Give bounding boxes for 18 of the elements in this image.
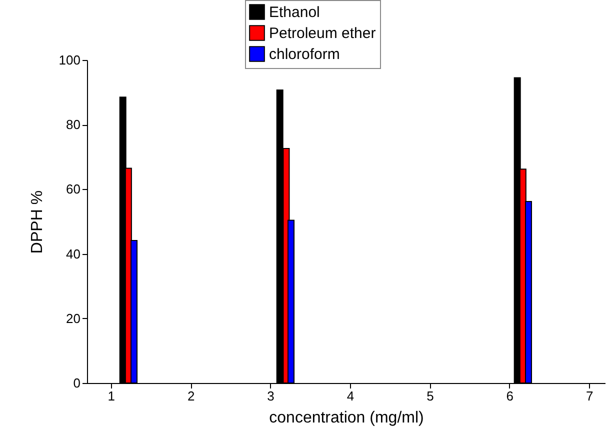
x-tick-label: 3 xyxy=(267,388,274,404)
x-tick-label: 6 xyxy=(506,388,514,404)
y-tick-label: 0 xyxy=(73,376,80,390)
y-tick-label: 40 xyxy=(66,246,80,262)
y-tick-label: 60 xyxy=(66,182,80,197)
x-tick-label: 7 xyxy=(586,388,594,404)
legend-label: Ethanol xyxy=(269,4,320,21)
y-tick-label: 100 xyxy=(58,52,80,68)
legend-label: chloroform xyxy=(269,46,340,63)
y-tick-label: 20 xyxy=(66,310,80,326)
legend-label: Petroleum ether xyxy=(269,25,376,42)
y-axis-title: DPPH % xyxy=(28,190,46,254)
y-tick-label: 80 xyxy=(66,117,80,132)
x-tick-label: 1 xyxy=(108,388,116,404)
x-tick-label: 2 xyxy=(187,388,195,404)
x-tick-label: 4 xyxy=(346,388,354,404)
x-axis-title: concentration (mg/ml) xyxy=(269,410,424,426)
x-tick-label: 5 xyxy=(426,388,434,404)
